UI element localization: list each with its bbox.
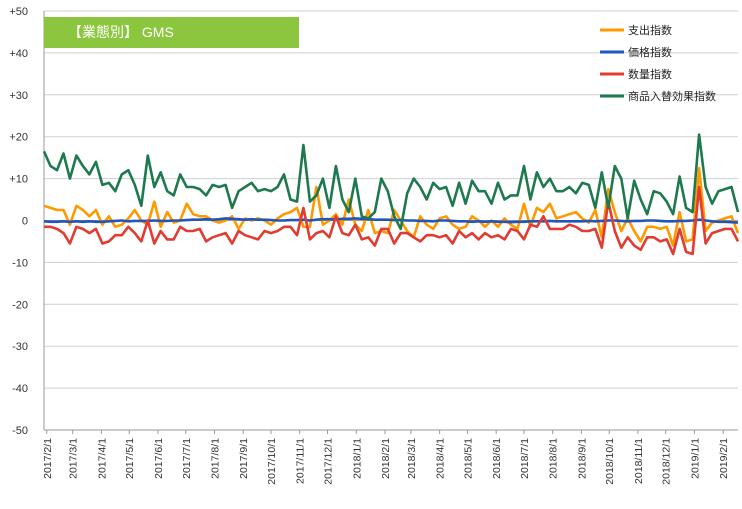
x-tick-label: 2017/4/1: [96, 438, 108, 479]
legend-label-quantity: 数量指数: [628, 67, 672, 81]
spending-index-line: [43, 166, 740, 247]
x-tick-label: 2018/4/1: [435, 438, 447, 479]
x-tick-label: 2017/3/1: [68, 438, 80, 479]
series-lines: [42, 133, 740, 256]
legend-label-replacement: 商品入替効果指数: [628, 89, 716, 103]
x-tick-label: 2018/11/1: [633, 438, 645, 484]
y-tick-label: -20: [12, 299, 28, 311]
y-tick-label: -10: [12, 257, 28, 269]
y-tick-label: 0: [22, 216, 28, 228]
legend-label-spending: 支出指数: [628, 23, 672, 37]
x-tick-label: 2017/9/1: [238, 438, 250, 479]
x-tick-label: 2019/1/1: [689, 438, 701, 479]
x-tick-label: 2019/2/1: [718, 438, 730, 479]
y-tick-label: -40: [12, 383, 28, 395]
x-tick-label: 2018/12/1: [661, 438, 673, 485]
y-tick-label: -50: [12, 425, 28, 437]
x-tick-label: 2018/5/1: [462, 438, 474, 479]
x-tick-label: 2017/10/1: [266, 438, 278, 485]
legend: 支出指数 価格指数 数量指数 商品入替効果指数: [600, 23, 716, 103]
x-tick-label: 2018/10/1: [604, 438, 616, 485]
chart-title-background: [44, 17, 299, 48]
legend-label-price: 価格指数: [628, 45, 672, 59]
x-tick-label: 2017/6/1: [153, 438, 165, 479]
x-tick-label: 2018/9/1: [576, 438, 588, 479]
quantity-index-line: [44, 185, 740, 256]
x-tick-label: 2017/5/1: [124, 438, 136, 479]
replacement-effect-index-line: [42, 133, 740, 231]
y-tick-label: -30: [12, 341, 28, 353]
y-tick-labels: +50 +40 +30 +20 +10 0 -10 -20 -30 -40 -50: [9, 6, 28, 437]
x-tick-label: 2017/12/1: [323, 438, 335, 485]
x-tick-label: 2018/7/1: [519, 438, 531, 479]
x-tick-labels: 2017/2/1 2017/3/1 2017/4/1 2017/5/1 2017/6/1…: [42, 438, 730, 485]
y-tick-label: +10: [9, 174, 28, 186]
x-tick-label: 2017/2/1: [42, 438, 54, 479]
y-tick-label: +50: [9, 6, 28, 18]
chart-title: 【業態別】 GMS: [44, 17, 299, 48]
x-tick-label: 2018/6/1: [491, 438, 503, 479]
price-index-line: [43, 217, 739, 224]
y-tick-label: +20: [9, 132, 28, 144]
x-tick-label: 2017/8/1: [209, 438, 221, 479]
x-tick-label: 2018/2/1: [380, 438, 392, 479]
x-tick-label: 2017/7/1: [181, 438, 193, 479]
y-tick-label: +30: [9, 90, 28, 102]
y-tick-label: +40: [9, 48, 28, 60]
x-tick-label: 2018/1/1: [351, 438, 363, 479]
x-tick-label: 2018/8/1: [548, 438, 560, 479]
chart-title-text: 【業態別】 GMS: [68, 24, 174, 40]
x-tick-label: 2017/11/1: [295, 438, 307, 484]
x-tick-label: 2018/3/1: [406, 438, 418, 479]
